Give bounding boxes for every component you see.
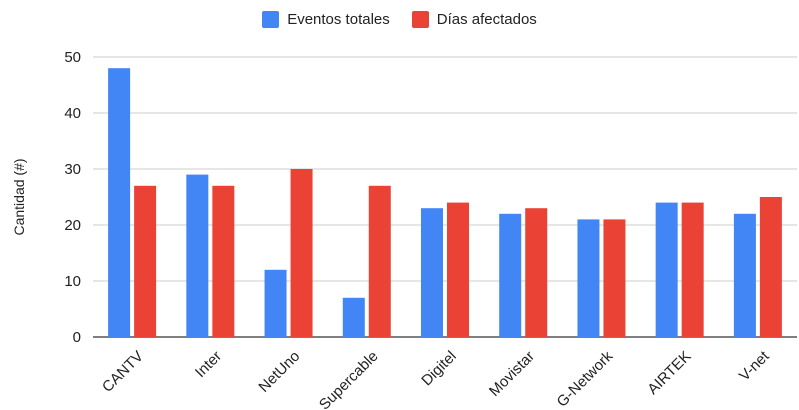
y-tick-label-10: 10 bbox=[64, 273, 81, 290]
bar-dias-afectados-supercable bbox=[368, 185, 391, 337]
legend: Eventos totales Días afectados bbox=[0, 11, 799, 28]
bar-dias-afectados-airtek bbox=[681, 202, 704, 337]
y-axis-label: Cantidad (#) bbox=[11, 158, 27, 235]
legend-swatch-eventos-totales bbox=[262, 11, 280, 28]
bar-dias-afectados-cantv bbox=[134, 185, 157, 337]
bar-dias-afectados-digitel bbox=[447, 202, 469, 337]
x-tick-label-cantv: CANTV bbox=[99, 348, 147, 396]
x-tick-label-digitel: Digitel bbox=[418, 348, 459, 389]
bar-eventos-totales-inter bbox=[186, 174, 209, 337]
legend-item-dias-afectados[interactable]: Días afectados bbox=[411, 11, 537, 28]
bar-eventos-totales-netuno bbox=[264, 269, 287, 337]
legend-label-dias-afectados: Días afectados bbox=[436, 11, 537, 28]
bar-eventos-totales-airtek bbox=[655, 202, 678, 337]
y-tick-label-50: 50 bbox=[64, 49, 81, 66]
bar-dias-afectados-movistar bbox=[525, 208, 548, 337]
y-tick-label-0: 0 bbox=[73, 329, 81, 346]
x-tick-label-movistar: Movistar bbox=[486, 348, 538, 400]
bar-dias-afectados-inter bbox=[212, 185, 235, 337]
x-tick-label-supercable: Supercable bbox=[316, 348, 382, 410]
bar-eventos-totales-g-network bbox=[577, 219, 600, 337]
bar-eventos-totales-supercable bbox=[342, 297, 365, 337]
x-tick-label-v-net: V-net bbox=[736, 347, 773, 384]
bar-dias-afectados-netuno bbox=[290, 169, 313, 337]
x-tick-label-inter: Inter bbox=[192, 348, 225, 381]
legend-item-eventos-totales[interactable]: Eventos totales bbox=[262, 11, 390, 28]
bar-eventos-totales-movistar bbox=[499, 213, 522, 337]
y-tick-label-20: 20 bbox=[64, 217, 81, 234]
bar-eventos-totales-cantv bbox=[108, 68, 131, 337]
x-tick-label-g-network: G-Network bbox=[554, 347, 617, 410]
x-tick-label-airtek: AIRTEK bbox=[644, 348, 694, 398]
legend-swatch-dias-afectados bbox=[411, 11, 429, 28]
y-tick-label-40: 40 bbox=[64, 105, 81, 122]
legend-label-eventos-totales: Eventos totales bbox=[287, 11, 390, 28]
bar-eventos-totales-v-net bbox=[733, 213, 756, 337]
y-tick-label-30: 30 bbox=[64, 161, 81, 178]
bar-dias-afectados-g-network bbox=[603, 219, 626, 337]
bar-dias-afectados-v-net bbox=[759, 197, 782, 337]
x-tick-label-netuno: NetUno bbox=[255, 348, 303, 396]
bar-eventos-totales-digitel bbox=[421, 208, 443, 337]
